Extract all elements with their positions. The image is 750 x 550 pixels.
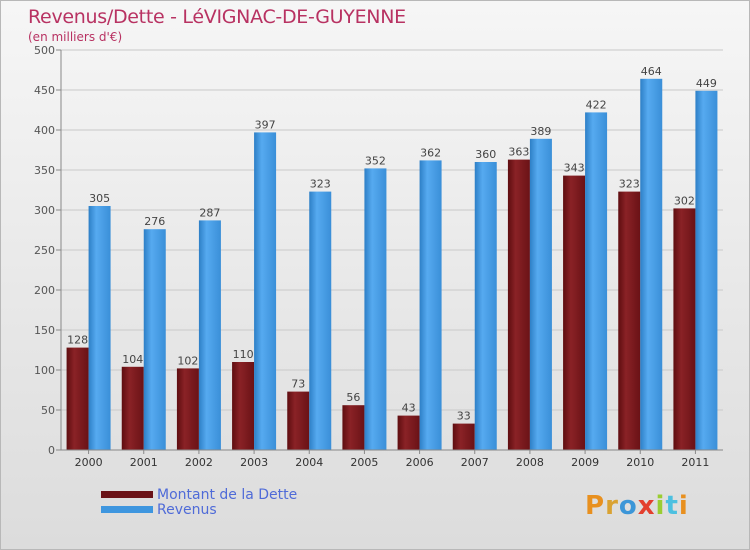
legend-item-revenus: Revenus (101, 501, 297, 518)
bar-revenus (88, 206, 111, 450)
legend-swatch-dette (101, 491, 153, 498)
bar-dette (618, 191, 641, 450)
data-label: 276 (144, 215, 165, 228)
data-label: 287 (199, 206, 220, 219)
y-tick-label: 150 (34, 324, 55, 337)
bar-dette (507, 159, 530, 450)
y-tick-label: 500 (34, 44, 55, 57)
data-label: 360 (475, 148, 496, 161)
data-label: 362 (420, 146, 441, 159)
x-tick-label: 2005 (350, 456, 378, 469)
x-tick-label: 2000 (75, 456, 103, 469)
bar-dette (563, 175, 586, 450)
legend-label-revenus: Revenus (157, 501, 217, 518)
data-label: 104 (122, 353, 143, 366)
data-label: 352 (365, 154, 386, 167)
data-label: 305 (89, 192, 110, 205)
y-tick-label: 350 (34, 164, 55, 177)
bar-dette (287, 391, 310, 450)
legend-item-dette: Montant de la Dette (101, 486, 298, 503)
data-label: 43 (402, 402, 416, 415)
bar-dette (397, 415, 420, 450)
bar-revenus (529, 138, 552, 451)
data-label: 389 (530, 125, 551, 138)
data-label: 110 (233, 348, 254, 361)
x-tick-label: 2002 (185, 456, 213, 469)
y-tick-label: 300 (34, 204, 55, 217)
bar-revenus (254, 132, 277, 450)
data-label: 397 (255, 118, 276, 131)
legend-label-dette: Montant de la Dette (157, 486, 298, 503)
bar-revenus (419, 160, 442, 450)
x-tick-label: 2009 (571, 456, 599, 469)
x-tick-label: 2008 (516, 456, 544, 469)
data-label: 302 (674, 194, 695, 207)
data-label: 73 (291, 378, 305, 391)
bar-revenus (198, 220, 221, 450)
bar-revenus (640, 78, 663, 451)
chart-legend: Montant de la Dette Revenus (101, 486, 298, 518)
bar-dette (66, 347, 89, 450)
bar-dette (176, 368, 199, 450)
logo-letter: r (605, 491, 619, 521)
logo-letter: i (655, 491, 666, 521)
data-label: 422 (586, 98, 607, 111)
data-label: 323 (310, 178, 331, 191)
chart-title: Revenus/Dette - LéVIGNAC-DE-GUYENNE (28, 6, 406, 28)
x-tick-label: 2006 (406, 456, 434, 469)
logo-letter: t (665, 491, 679, 521)
bar-revenus (474, 162, 497, 450)
y-tick-label: 100 (34, 364, 55, 377)
data-label: 102 (177, 354, 198, 367)
y-tick-label: 50 (41, 404, 55, 417)
x-tick-label: 2003 (240, 456, 268, 469)
bar-dette (121, 366, 144, 450)
bar-revenus (364, 168, 387, 450)
bar-revenus (143, 229, 166, 450)
bar-dette (452, 423, 475, 450)
logo-letter: P (585, 491, 606, 521)
bar-dette (673, 208, 696, 450)
y-tick-label: 200 (34, 284, 55, 297)
data-label: 56 (346, 391, 360, 404)
proxiti-logo: Proxiti (585, 491, 689, 521)
logo-letter: x (637, 491, 656, 521)
x-tick-label: 2007 (461, 456, 489, 469)
data-label: 464 (641, 65, 662, 78)
data-label: 33 (457, 410, 471, 423)
x-tick-label: 2011 (681, 456, 709, 469)
y-tick-label: 450 (34, 84, 55, 97)
y-tick-label: 400 (34, 124, 55, 137)
logo-letter: i (678, 491, 689, 521)
data-label: 128 (67, 334, 88, 347)
y-tick-label: 250 (34, 244, 55, 257)
legend-swatch-revenus (101, 506, 153, 513)
logo-letter: o (618, 491, 638, 521)
bar-revenus (309, 191, 332, 450)
bar-revenus (585, 112, 608, 451)
data-label: 323 (619, 178, 640, 191)
x-tick-label: 2004 (295, 456, 323, 469)
bar-revenus (695, 90, 718, 451)
data-label: 363 (508, 146, 529, 159)
y-tick-label: 0 (48, 444, 55, 457)
x-tick-label: 2001 (130, 456, 158, 469)
x-tick-label: 2010 (626, 456, 654, 469)
chart-subtitle: (en milliers d'€) (28, 30, 123, 44)
data-label: 449 (696, 77, 717, 90)
bar-dette (342, 405, 365, 450)
bar-dette (232, 362, 255, 450)
data-label: 343 (564, 162, 585, 175)
